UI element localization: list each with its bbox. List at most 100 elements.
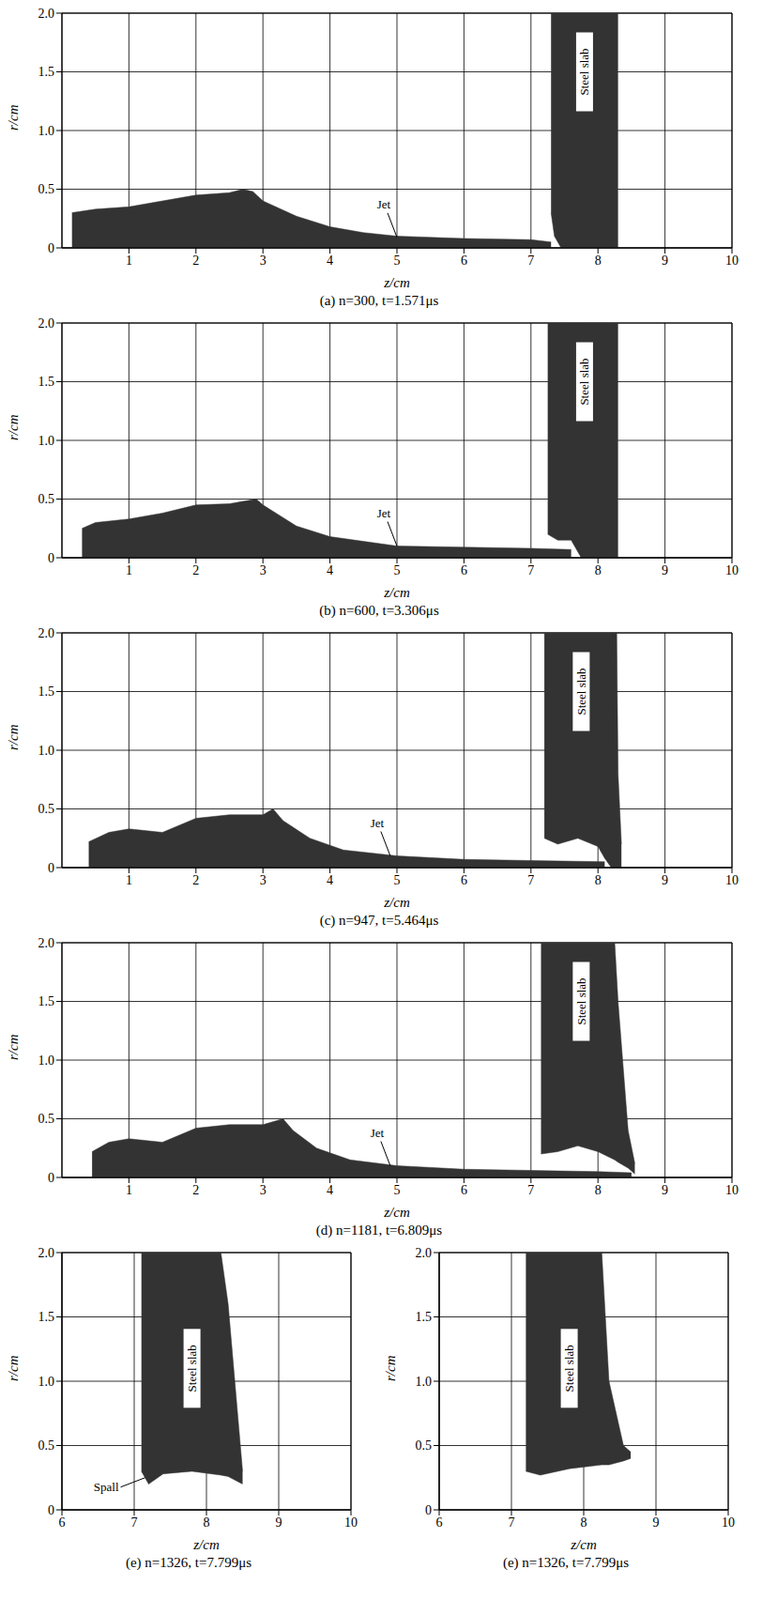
svg-text:2: 2 xyxy=(192,563,199,578)
svg-text:8: 8 xyxy=(594,253,602,268)
svg-text:8: 8 xyxy=(594,563,602,578)
svg-text:0: 0 xyxy=(47,1170,55,1185)
svg-text:10: 10 xyxy=(721,1514,735,1529)
svg-text:1.5: 1.5 xyxy=(415,1309,433,1324)
svg-text:Steel slab: Steel slab xyxy=(577,47,592,95)
svg-text:5: 5 xyxy=(394,1182,401,1197)
svg-text:2.0: 2.0 xyxy=(38,1245,56,1260)
svg-text:4: 4 xyxy=(326,872,334,887)
svg-text:1: 1 xyxy=(125,253,133,268)
svg-text:1.0: 1.0 xyxy=(38,123,56,138)
svg-text:z/cm: z/cm xyxy=(192,1536,220,1552)
svg-text:0.5: 0.5 xyxy=(38,801,56,816)
svg-text:Jet: Jet xyxy=(370,1125,385,1140)
svg-text:0.5: 0.5 xyxy=(415,1437,433,1452)
svg-text:2: 2 xyxy=(192,1182,199,1197)
svg-text:1.0: 1.0 xyxy=(38,1373,56,1388)
svg-text:4: 4 xyxy=(326,1182,334,1197)
svg-text:2.0: 2.0 xyxy=(38,316,56,331)
svg-text:0.5: 0.5 xyxy=(38,1437,56,1452)
svg-text:0: 0 xyxy=(47,860,55,875)
svg-text:z/cm: z/cm xyxy=(382,1203,411,1220)
svg-text:7: 7 xyxy=(527,563,534,578)
svg-text:0: 0 xyxy=(47,550,55,565)
svg-text:6: 6 xyxy=(59,1514,66,1529)
svg-text:r/cm: r/cm xyxy=(5,1354,21,1381)
svg-text:Jet: Jet xyxy=(370,815,385,830)
svg-text:Steel slab: Steel slab xyxy=(184,1343,199,1391)
svg-text:6: 6 xyxy=(460,1182,468,1197)
svg-text:5: 5 xyxy=(394,563,401,578)
svg-text:r/cm: r/cm xyxy=(382,1354,398,1381)
svg-text:z/cm: z/cm xyxy=(382,894,411,910)
svg-text:8: 8 xyxy=(594,1182,602,1197)
svg-text:7: 7 xyxy=(131,1514,138,1529)
svg-text:7: 7 xyxy=(508,1514,516,1529)
svg-text:r/cm: r/cm xyxy=(5,413,21,441)
svg-text:Steel slab: Steel slab xyxy=(574,667,589,715)
svg-text:2: 2 xyxy=(192,872,199,887)
svg-text:9: 9 xyxy=(661,253,669,268)
svg-text:5: 5 xyxy=(394,872,401,887)
svg-text:0: 0 xyxy=(425,1502,432,1517)
svg-text:0: 0 xyxy=(47,1502,55,1517)
svg-text:z/cm: z/cm xyxy=(382,584,411,600)
svg-text:8: 8 xyxy=(594,872,602,887)
svg-text:1: 1 xyxy=(125,1182,133,1197)
svg-text:3: 3 xyxy=(259,563,267,578)
svg-text:1: 1 xyxy=(125,563,133,578)
svg-text:10: 10 xyxy=(725,1182,739,1197)
svg-text:6: 6 xyxy=(460,253,468,268)
svg-text:z/cm: z/cm xyxy=(382,274,411,290)
svg-text:7: 7 xyxy=(527,872,534,887)
svg-text:9: 9 xyxy=(661,1182,669,1197)
svg-text:9: 9 xyxy=(275,1514,283,1529)
svg-text:Spall: Spall xyxy=(93,1478,120,1494)
svg-text:1.5: 1.5 xyxy=(38,1309,56,1324)
svg-text:6: 6 xyxy=(436,1514,443,1529)
svg-text:6: 6 xyxy=(460,872,468,887)
svg-text:1: 1 xyxy=(125,872,133,887)
svg-text:2.0: 2.0 xyxy=(38,625,56,641)
svg-text:7: 7 xyxy=(527,253,534,268)
svg-text:1.0: 1.0 xyxy=(415,1373,433,1388)
svg-text:1.5: 1.5 xyxy=(38,374,56,389)
svg-text:Steel slab: Steel slab xyxy=(577,357,592,405)
svg-text:9: 9 xyxy=(661,563,669,578)
svg-text:10: 10 xyxy=(725,872,739,887)
svg-text:0: 0 xyxy=(47,241,55,256)
svg-text:1.5: 1.5 xyxy=(38,993,56,1008)
svg-text:z/cm: z/cm xyxy=(569,1536,597,1552)
svg-text:Steel slab: Steel slab xyxy=(574,976,589,1024)
svg-text:1.0: 1.0 xyxy=(38,743,56,758)
svg-text:6: 6 xyxy=(460,563,468,578)
svg-text:1.5: 1.5 xyxy=(38,684,56,699)
svg-text:1.5: 1.5 xyxy=(38,64,56,79)
svg-text:2.0: 2.0 xyxy=(38,935,56,950)
svg-text:10: 10 xyxy=(725,253,739,268)
svg-text:8: 8 xyxy=(203,1514,211,1529)
svg-text:2.0: 2.0 xyxy=(415,1245,433,1260)
svg-text:Jet: Jet xyxy=(377,505,392,520)
svg-text:8: 8 xyxy=(580,1514,588,1529)
svg-text:10: 10 xyxy=(725,563,739,578)
svg-text:4: 4 xyxy=(326,253,334,268)
svg-text:3: 3 xyxy=(259,253,267,268)
svg-text:1.0: 1.0 xyxy=(38,433,56,448)
svg-text:3: 3 xyxy=(259,872,267,887)
svg-text:2: 2 xyxy=(192,253,199,268)
svg-text:1.0: 1.0 xyxy=(38,1052,56,1067)
svg-text:2.0: 2.0 xyxy=(38,6,56,21)
svg-text:0.5: 0.5 xyxy=(38,182,56,197)
svg-text:4: 4 xyxy=(326,563,334,578)
svg-text:Steel slab: Steel slab xyxy=(562,1343,577,1391)
svg-text:Jet: Jet xyxy=(377,197,392,212)
svg-text:0.5: 0.5 xyxy=(38,1111,56,1126)
svg-text:r/cm: r/cm xyxy=(5,723,21,750)
svg-text:r/cm: r/cm xyxy=(5,104,21,131)
svg-text:9: 9 xyxy=(653,1514,660,1529)
svg-text:5: 5 xyxy=(394,253,401,268)
svg-text:3: 3 xyxy=(259,1182,267,1197)
svg-text:r/cm: r/cm xyxy=(5,1033,21,1060)
svg-text:0.5: 0.5 xyxy=(38,491,56,506)
